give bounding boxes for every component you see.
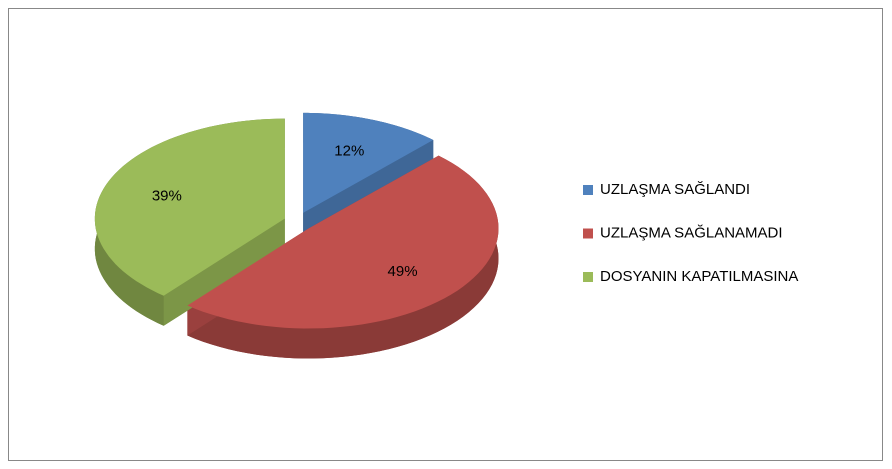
slice <box>187 155 499 329</box>
slice-edge <box>163 218 285 326</box>
data-label: 49% <box>388 263 418 280</box>
legend-label: UZLAŞMA SAĞLANAMADI <box>600 224 783 241</box>
slice <box>94 118 285 296</box>
slice <box>303 112 434 213</box>
legend-label: UZLAŞMA SAĞLANDI <box>600 181 750 198</box>
legend-label: DOSYANIN KAPATILMASINA <box>600 268 798 285</box>
legend-swatch <box>583 272 593 282</box>
data-label: 12% <box>334 142 364 159</box>
legend-swatch <box>583 228 593 239</box>
data-label: 39% <box>152 187 182 204</box>
legend-swatch <box>583 185 593 195</box>
